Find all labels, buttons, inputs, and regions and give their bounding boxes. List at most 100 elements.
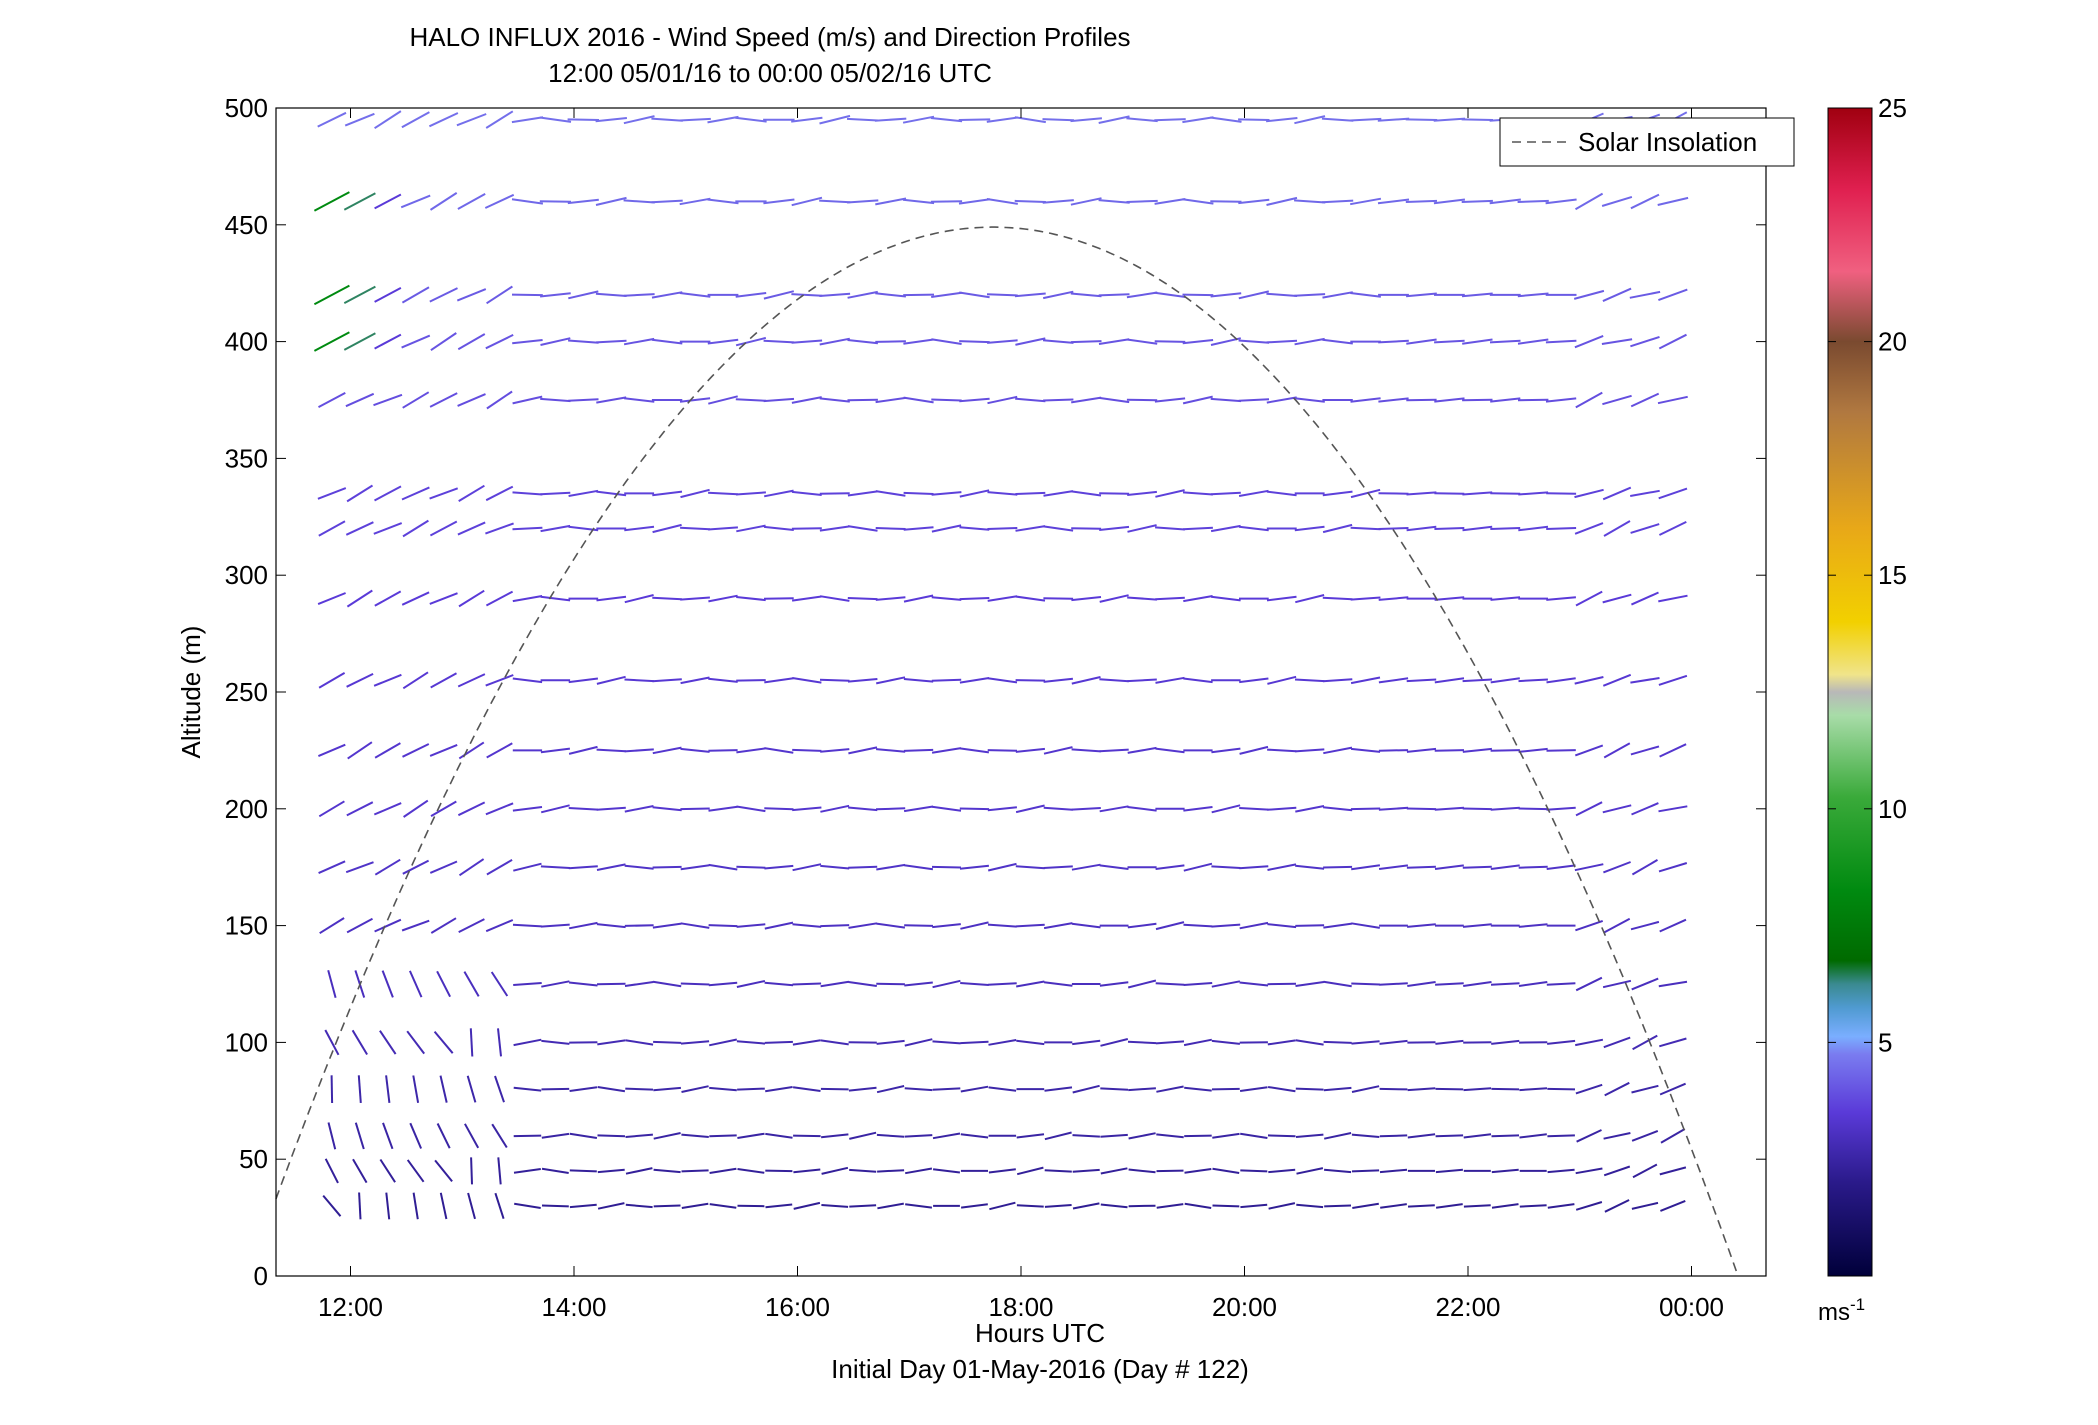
wind-barb bbox=[1462, 338, 1493, 345]
wind-barb bbox=[820, 864, 850, 870]
wind-barb bbox=[1296, 1167, 1324, 1175]
wind-barb bbox=[458, 918, 485, 933]
wind-barb bbox=[1407, 1087, 1436, 1092]
wind-barb bbox=[490, 971, 509, 997]
wind-barb bbox=[987, 862, 1017, 872]
wind-barb bbox=[848, 922, 878, 929]
wind-barb bbox=[1518, 923, 1548, 928]
wind-barb bbox=[904, 1087, 933, 1092]
wind-barb bbox=[317, 111, 347, 128]
wind-barb bbox=[569, 1203, 597, 1209]
wind-barb bbox=[1099, 748, 1129, 753]
wind-barb bbox=[848, 865, 878, 869]
wind-barb bbox=[541, 980, 570, 988]
wind-barb bbox=[541, 1087, 570, 1091]
wind-barb bbox=[1490, 596, 1521, 601]
wind-barb bbox=[1155, 864, 1185, 870]
wind-barb bbox=[1294, 678, 1325, 683]
wind-barb bbox=[374, 333, 402, 350]
wind-barb bbox=[1183, 1038, 1212, 1047]
wind-barb bbox=[1630, 392, 1660, 408]
wind-barb bbox=[1631, 977, 1659, 991]
wind-barb bbox=[653, 1204, 681, 1208]
wind-barb bbox=[597, 1202, 625, 1210]
wind-barb bbox=[1294, 293, 1326, 297]
wind-barb bbox=[596, 595, 627, 602]
wind-barb bbox=[318, 392, 346, 408]
wind-barb bbox=[1211, 804, 1241, 814]
wind-barb bbox=[1377, 117, 1410, 122]
wind-barb bbox=[1603, 1165, 1631, 1177]
wind-barb bbox=[597, 1168, 625, 1174]
wind-barb bbox=[1433, 198, 1466, 205]
wind-barb bbox=[1575, 1201, 1603, 1211]
wind-barb bbox=[540, 865, 570, 869]
wind-barb bbox=[765, 1169, 793, 1173]
wind-barb bbox=[623, 337, 655, 346]
wind-barb bbox=[764, 864, 794, 870]
wind-barb bbox=[652, 865, 682, 869]
wind-barb bbox=[904, 1134, 933, 1138]
wind-barb bbox=[847, 490, 878, 497]
wind-barb bbox=[1182, 395, 1213, 405]
wind-barb bbox=[1043, 981, 1073, 987]
wind-barb bbox=[847, 339, 879, 345]
wind-barb bbox=[847, 290, 878, 299]
wind-barb bbox=[1406, 807, 1437, 811]
wind-barb bbox=[512, 395, 543, 405]
wind-barb bbox=[1380, 1203, 1407, 1209]
wind-barb bbox=[1575, 391, 1603, 409]
wind-barb bbox=[1238, 290, 1270, 300]
wind-barb bbox=[679, 197, 711, 206]
wind-barb bbox=[652, 806, 682, 812]
wind-barb bbox=[1518, 678, 1548, 683]
wind-barb bbox=[1099, 525, 1130, 531]
wind-barb bbox=[1015, 923, 1045, 928]
wind-barb bbox=[1574, 863, 1604, 872]
wind-barb bbox=[1546, 677, 1576, 684]
wind-barb bbox=[1378, 527, 1409, 530]
wind-barb bbox=[1322, 806, 1353, 812]
wind-barb bbox=[819, 114, 851, 125]
wind-barb bbox=[1631, 859, 1659, 876]
wind-barb bbox=[1631, 802, 1659, 816]
wind-barb bbox=[763, 290, 795, 300]
wind-barb bbox=[354, 1122, 365, 1150]
wind-barb bbox=[540, 397, 571, 403]
wind-barb bbox=[624, 864, 654, 870]
wind-barb bbox=[932, 979, 961, 989]
wind-barb bbox=[680, 596, 710, 601]
wind-barb bbox=[1071, 596, 1102, 602]
wind-barb bbox=[1604, 1199, 1630, 1213]
wind-barb bbox=[569, 1169, 597, 1173]
wind-barb bbox=[875, 396, 906, 404]
wind-barb bbox=[382, 1122, 394, 1150]
wind-barb bbox=[904, 924, 934, 927]
wind-barb bbox=[624, 525, 655, 532]
wind-barb bbox=[568, 398, 599, 402]
wind-barb bbox=[1267, 863, 1297, 871]
wind-barb bbox=[1407, 981, 1436, 987]
plot-frame bbox=[275, 107, 1767, 1277]
wind-barb bbox=[374, 193, 402, 210]
wind-barb bbox=[1072, 1168, 1100, 1173]
colorbar-tick-label: 15 bbox=[1878, 560, 1907, 590]
wind-barb bbox=[381, 970, 394, 998]
wind-barb bbox=[430, 332, 457, 352]
wind-barb bbox=[1379, 982, 1408, 986]
wind-barb bbox=[436, 970, 451, 998]
wind-barb bbox=[1016, 980, 1045, 988]
y-tick-label: 500 bbox=[225, 93, 268, 123]
wind-barb bbox=[1350, 292, 1381, 298]
wind-barb bbox=[1128, 1168, 1156, 1174]
wind-barb bbox=[1545, 339, 1577, 344]
wind-barb bbox=[1379, 1168, 1408, 1174]
x-tick-label: 14:00 bbox=[541, 1292, 606, 1322]
wind-barb bbox=[1350, 676, 1381, 685]
wind-barb bbox=[987, 491, 1018, 496]
wind-barb bbox=[497, 1028, 502, 1057]
wind-barb bbox=[1126, 117, 1158, 123]
x-tick-label: 16:00 bbox=[765, 1292, 830, 1322]
wind-barb bbox=[1238, 339, 1270, 344]
wind-barb bbox=[680, 747, 710, 753]
